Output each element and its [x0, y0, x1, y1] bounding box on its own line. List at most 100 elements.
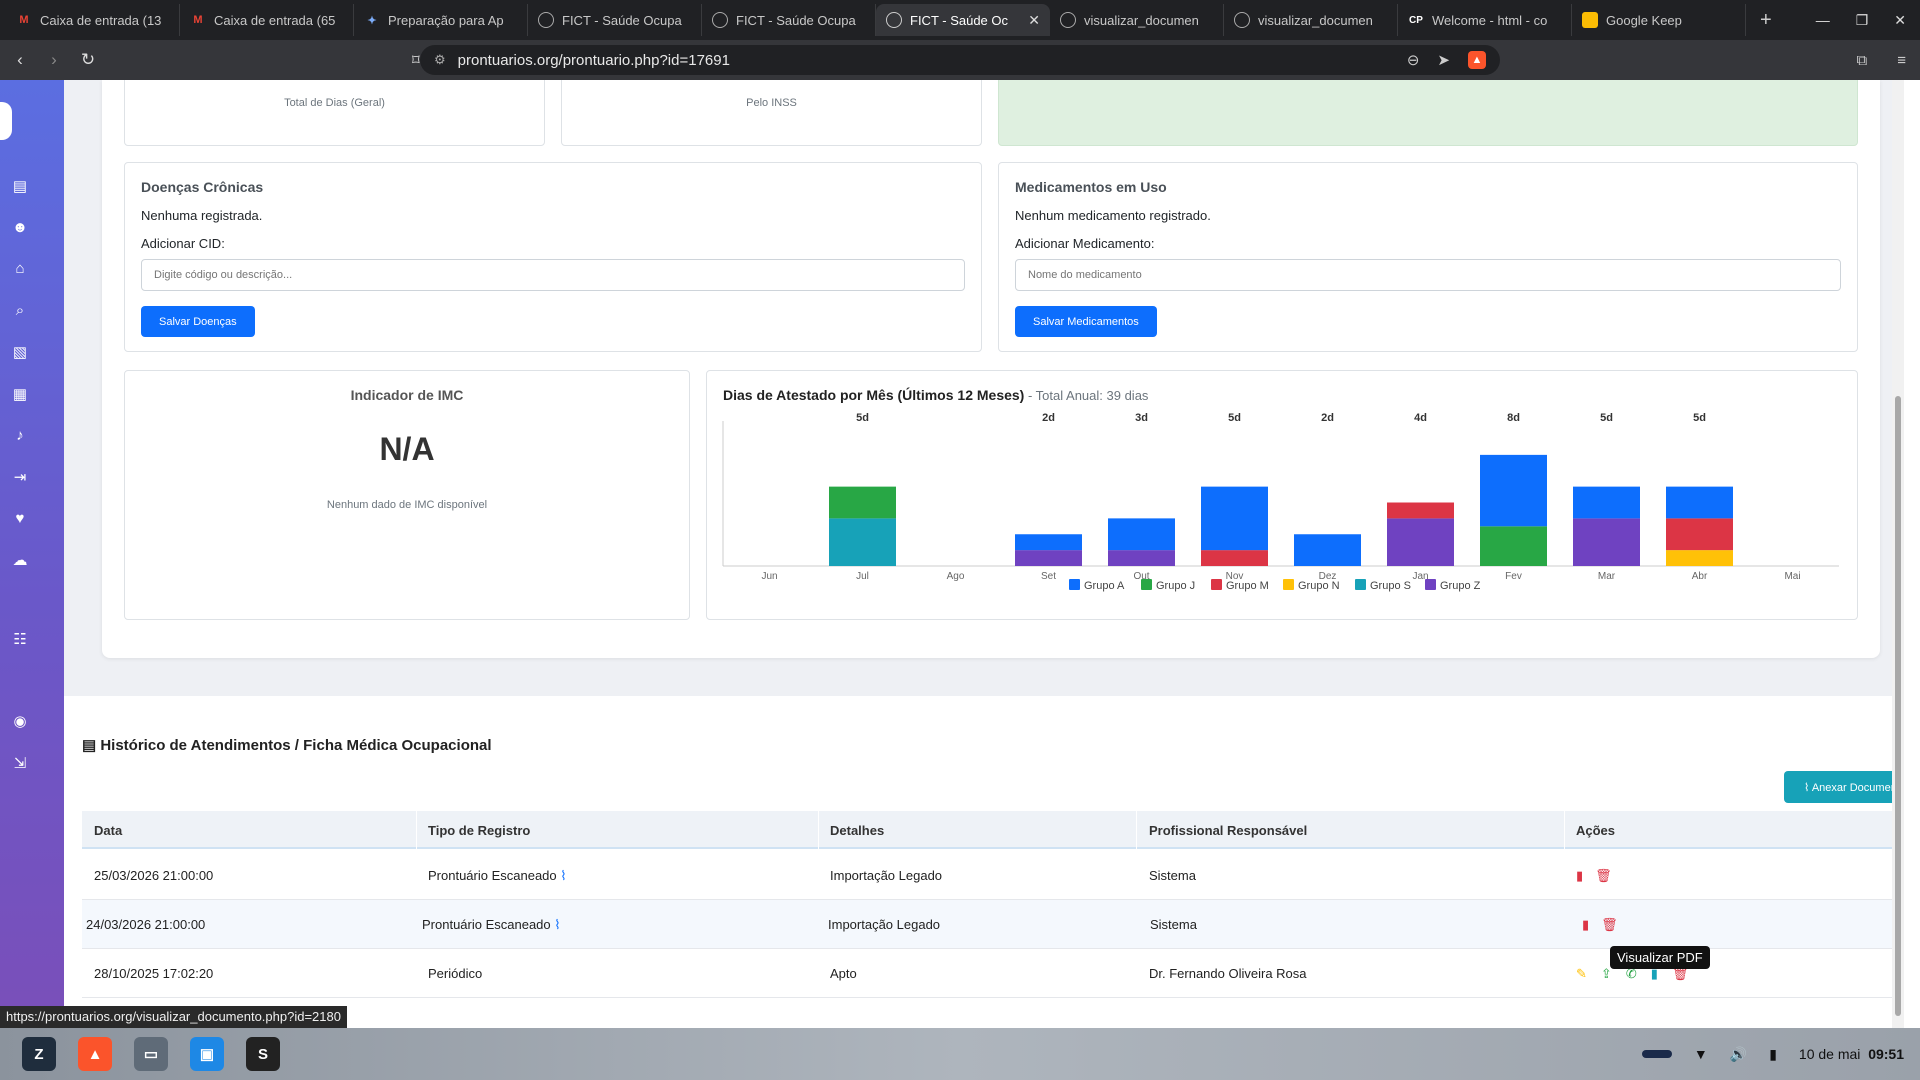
legend-label: Grupo S — [1370, 580, 1411, 592]
browser-tab[interactable]: M Caixa de entrada (13 — [6, 4, 180, 36]
building-icon[interactable]: ▦ — [12, 386, 28, 403]
user-circle-icon[interactable]: ◉ — [13, 713, 27, 730]
minimize-icon[interactable]: — — [1815, 12, 1830, 28]
col-header-actions: Ações — [1576, 823, 1616, 838]
status-bar-url: https://prontuarios.org/visualizar_docum… — [0, 1006, 347, 1028]
logout-icon[interactable]: ⇲ — [13, 755, 27, 772]
whatsapp-icon[interactable]: ✆ — [1625, 966, 1637, 981]
site-settings-icon[interactable]: ⚙ — [434, 52, 446, 67]
files-icon[interactable]: ▭ — [134, 1037, 168, 1071]
row-actions: ▮ 🗑 — [1576, 868, 1612, 884]
bookmark-icon[interactable]: ⌑ — [412, 52, 420, 69]
user-doctor-icon[interactable]: ☻ — [12, 219, 28, 236]
home-icon[interactable]: ⌂ — [15, 260, 25, 277]
atestado-stacked-bar-chart: Jun Jul 5d Ago Set 2d Out 3d Nov 5d Dez 2d Jan 4d Fev 8… — [722, 412, 1839, 592]
battery-icon[interactable]: ▮ — [1769, 1045, 1777, 1062]
upload-icon[interactable]: ⇪ — [1600, 966, 1612, 981]
volume-icon[interactable]: 🔊 — [1729, 1045, 1748, 1062]
brave-shields-icon[interactable]: ▲ — [1468, 51, 1486, 69]
browser-tab[interactable]: visualizar_documen — [1050, 4, 1224, 36]
clipboard-icon[interactable]: ▤ — [12, 178, 28, 195]
legend-swatch — [1355, 579, 1366, 590]
x-tick-label: Abr — [1692, 571, 1708, 582]
trash-icon[interactable]: 🗑 — [1671, 966, 1689, 981]
x-tick-label: Mai — [1784, 571, 1800, 582]
empty-message: Nenhum medicamento registrado. — [1015, 208, 1211, 223]
file-pdf-icon[interactable]: ▮ — [1576, 868, 1584, 883]
history-title-text: Histórico de Atendimentos / Ficha Médica… — [100, 737, 492, 754]
row-type: Prontuário Escaneado ⌇ — [422, 917, 561, 933]
imc-value: N/A — [379, 431, 435, 467]
x-tick-label: Jan — [1412, 571, 1428, 582]
workspace-indicator-icon[interactable] — [1641, 1050, 1672, 1058]
zoom-icon[interactable]: ⊖ — [1406, 52, 1420, 69]
clock[interactable]: 10 de mai 09:51 — [1799, 1046, 1904, 1062]
browser-tab-active[interactable]: FICT - Saúde Oc ✕ — [876, 4, 1050, 36]
address-bar[interactable]: ⚙ prontuarios.org/prontuario.php?id=1769… — [420, 45, 1500, 75]
restore-icon[interactable]: ❐ — [1855, 11, 1869, 28]
gmail-icon: M — [193, 14, 203, 26]
paperclip-icon: ⌇ — [560, 868, 567, 883]
browser-tab[interactable]: CP Welcome - html - co — [1398, 4, 1572, 36]
gmail-icon: M — [19, 14, 29, 26]
history-table-header: Data Tipo de Registro Detalhes Profissio… — [82, 811, 1904, 849]
medication-input[interactable] — [1015, 259, 1841, 291]
search-icon[interactable]: ⌕ — [15, 302, 25, 319]
scrollbar-thumb[interactable] — [1895, 396, 1901, 1016]
bar-segment — [1666, 518, 1733, 551]
browser-tab[interactable]: Google Keep — [1572, 4, 1746, 36]
bar-segment — [1480, 454, 1547, 527]
trash-icon[interactable]: 🗑 — [1595, 868, 1612, 883]
share-icon[interactable]: ➤ — [1437, 52, 1450, 69]
stat-label: Pelo INSS — [746, 97, 797, 109]
bar-segment — [829, 486, 896, 519]
file-pdf-icon[interactable]: ▮ — [1582, 917, 1590, 932]
clipboard-icon[interactable]: ▮ — [1650, 966, 1658, 981]
save-medications-button[interactable]: Salvar Medicamentos — [1015, 306, 1157, 337]
attach-document-button[interactable]: ⌇ Anexar Document — [1784, 771, 1904, 803]
edit-icon[interactable]: ✎ — [1576, 966, 1587, 981]
row-date: 24/03/2026 21:00:00 — [86, 917, 206, 932]
software-store-icon[interactable]: ▣ — [190, 1037, 224, 1071]
screenshot-icon[interactable]: ⧉ — [1856, 51, 1868, 69]
terminal-app-icon[interactable]: S — [246, 1037, 280, 1071]
save-diseases-button[interactable]: Salvar Doenças — [141, 306, 255, 337]
legend-swatch — [1069, 579, 1080, 590]
close-tab-icon[interactable]: ✕ — [1028, 11, 1040, 28]
x-tick-label: Set — [1041, 571, 1056, 582]
atestado-chart-card: Dias de Atestado por Mês (Últimos 12 Mes… — [706, 370, 1858, 620]
x-tick-label: Jul — [856, 571, 869, 582]
globe-icon — [712, 12, 728, 28]
file-export-icon[interactable]: ⇥ — [13, 469, 27, 486]
browser-tab[interactable]: FICT - Saúde Ocupa — [528, 4, 702, 36]
browser-tab[interactable]: M Caixa de entrada (65 — [180, 4, 354, 36]
menu-icon[interactable]: ≡ — [1897, 51, 1906, 69]
heart-pulse-icon[interactable]: ♥ — [15, 510, 25, 527]
file-medical-icon[interactable]: ▧ — [12, 344, 28, 361]
cloud-upload-icon[interactable]: ☁ — [12, 552, 28, 569]
field-label: Adicionar Medicamento: — [1015, 236, 1155, 251]
users-icon[interactable]: ☷ — [13, 631, 27, 648]
hearing-icon[interactable]: ♪ — [16, 427, 24, 444]
browser-tab[interactable]: ✦ Preparação para Ap — [354, 4, 528, 36]
col-header-type: Tipo de Registro — [428, 823, 531, 838]
legend-label: Grupo N — [1298, 580, 1340, 592]
paperclip-icon: ⌇ — [1804, 781, 1812, 794]
reload-icon[interactable]: ↻ — [80, 50, 96, 69]
bar-segment — [1666, 486, 1733, 519]
new-tab-button[interactable]: + — [1760, 8, 1772, 31]
browser-tab[interactable]: visualizar_documen — [1224, 4, 1398, 36]
wifi-icon[interactable]: ▼ — [1693, 1046, 1708, 1062]
trash-icon[interactable]: 🗑 — [1601, 917, 1618, 932]
page-scrollbar[interactable] — [1892, 80, 1904, 1028]
bar-total-label: 8d — [1507, 412, 1520, 424]
forward-icon[interactable]: › — [51, 50, 57, 69]
zorin-menu-icon[interactable]: Z — [22, 1037, 56, 1071]
brave-browser-icon[interactable]: ▲ — [78, 1037, 112, 1071]
back-icon[interactable]: ‹ — [17, 50, 23, 69]
row-professional: Sistema — [1149, 868, 1196, 883]
browser-tab[interactable]: FICT - Saúde Ocupa — [702, 4, 876, 36]
cid-search-input[interactable] — [141, 259, 965, 291]
browser-tab-bar: M Caixa de entrada (13 M Caixa de entrada … — [0, 0, 1920, 40]
close-window-icon[interactable]: ✕ — [1894, 11, 1906, 28]
